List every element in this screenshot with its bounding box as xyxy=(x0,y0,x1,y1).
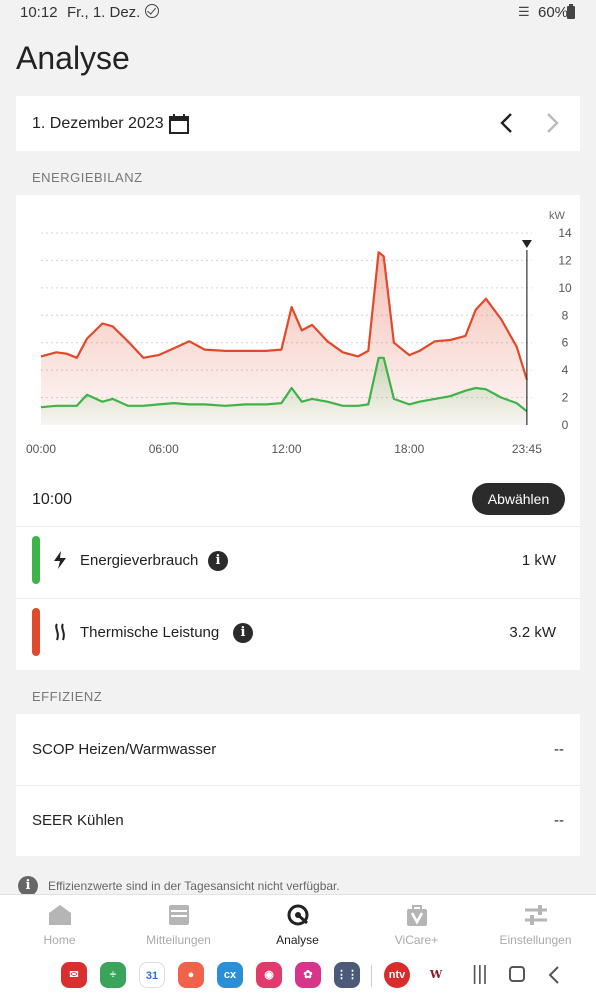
thermal-area xyxy=(41,252,527,425)
x-tick-label: 23:45 xyxy=(512,442,542,456)
seer-value: -- xyxy=(554,812,564,829)
back-button[interactable] xyxy=(548,966,560,984)
info-icon: i xyxy=(18,876,38,896)
thermal-info-icon[interactable]: i xyxy=(233,623,253,643)
check-circle-icon xyxy=(145,4,159,18)
deselect-button[interactable]: Abwählen xyxy=(472,483,565,515)
lightning-icon xyxy=(54,551,66,569)
thermal-label: Thermische Leistung xyxy=(80,624,220,641)
previous-day-button[interactable] xyxy=(496,110,518,136)
sliders-icon xyxy=(525,905,547,925)
inbox-icon xyxy=(169,905,189,925)
y-tick-label: 8 xyxy=(562,308,569,322)
legend-row-consumption: Energieverbrauch i 1 kW xyxy=(16,526,580,598)
status-bar: 10:12 Fr., 1. Dez. ☰ 60% xyxy=(0,0,596,26)
consumption-label: Energieverbrauch xyxy=(80,552,199,569)
dock-divider xyxy=(371,965,372,987)
page-title: Analyse xyxy=(16,40,130,76)
status-time: 10:12 xyxy=(20,4,58,21)
y-tick-label: 0 xyxy=(562,418,569,432)
thermal-color-bar xyxy=(32,608,40,656)
nav-home[interactable]: Home xyxy=(0,895,119,955)
section-efficiency: EFFIZIENZ xyxy=(32,689,103,704)
nav-analysis-label: Analyse xyxy=(276,933,319,947)
nav-analysis[interactable]: Analyse xyxy=(238,895,357,955)
contacts-app-icon[interactable]: ● xyxy=(178,962,204,988)
efficiency-row-seer: SEER Kühlen -- xyxy=(16,785,580,856)
selected-date[interactable]: 1. Dezember 2023 xyxy=(32,115,164,132)
consumption-series-line xyxy=(40,356,528,413)
wifi-icon: ☰ xyxy=(518,4,530,19)
section-energy-balance: ENERGIEBILANZ xyxy=(32,170,143,185)
home-icon xyxy=(49,905,71,925)
y-tick-label: 4 xyxy=(562,363,569,377)
efficiency-row-scop: SCOP Heizen/Warmwasser -- xyxy=(16,714,580,785)
vicare-bag-icon xyxy=(407,905,427,926)
consumption-value: 1 kW xyxy=(521,552,556,569)
legend-row-thermal: Thermische Leistung i 3.2 kW xyxy=(16,598,580,670)
energy-chart-card: kW 0 2 4 6 8 10 12 14 00:00 06:00 12:00 18:00 23:45 1… xyxy=(16,195,580,670)
wnews-app-icon[interactable]: W xyxy=(423,962,449,988)
heat-waves-icon xyxy=(55,623,65,641)
y-tick-label: 12 xyxy=(558,253,572,267)
nav-vicare[interactable]: ViCare+ xyxy=(357,895,476,955)
divider xyxy=(16,526,580,527)
energy-chart[interactable]: kW 0 2 4 6 8 10 12 14 00:00 06:00 12:00 18:00 23:45 xyxy=(16,195,580,470)
date-picker: 1. Dezember 2023 xyxy=(16,96,580,151)
consumption-color-bar xyxy=(32,536,40,584)
chart-cursor-marker xyxy=(521,240,532,248)
battery-icon xyxy=(567,4,575,19)
cx-app-icon[interactable]: cx xyxy=(217,962,243,988)
calculator-app-icon[interactable]: ÷ xyxy=(100,962,126,988)
apps-grid-icon[interactable]: ⋮⋮ xyxy=(334,962,360,988)
nav-vicare-label: ViCare+ xyxy=(394,933,439,947)
efficiency-note: i Effizienzwerte sind in der Tagesansich… xyxy=(18,876,578,896)
scop-value: -- xyxy=(554,741,564,758)
thermal-series-line xyxy=(40,251,528,381)
x-tick-label: 06:00 xyxy=(149,442,179,456)
nav-settings-label: Einstellungen xyxy=(499,933,572,947)
x-tick-label: 18:00 xyxy=(394,442,424,456)
analysis-icon xyxy=(287,904,309,926)
status-date: Fr., 1. Dez. xyxy=(67,4,141,21)
scop-label: SCOP Heizen/Warmwasser xyxy=(32,741,217,758)
thermal-value: 3.2 kW xyxy=(509,624,556,641)
nav-home-label: Home xyxy=(43,933,76,947)
x-tick-label: 12:00 xyxy=(271,442,301,456)
divider xyxy=(16,598,580,599)
consumption-info-icon[interactable]: i xyxy=(208,551,228,571)
nav-messages-label: Mitteilungen xyxy=(146,933,211,947)
efficiency-note-text: Effizienzwerte sind in der Tagesansicht … xyxy=(48,879,340,893)
divider xyxy=(16,785,580,786)
nav-messages[interactable]: Mitteilungen xyxy=(119,895,238,955)
y-tick-label: 6 xyxy=(562,336,569,350)
selected-time: 10:00 xyxy=(32,491,73,508)
y-tick-label: 14 xyxy=(558,226,572,240)
flower-app-icon[interactable]: ✿ xyxy=(295,962,321,988)
ntv-app-icon[interactable]: ntv xyxy=(384,962,410,988)
system-dock: ✉ ÷ 31 ● cx ◉ ✿ ⋮⋮ ntv W ||| xyxy=(0,954,596,998)
next-day-button[interactable] xyxy=(541,110,563,136)
camera-app-icon[interactable]: ◉ xyxy=(256,962,282,988)
y-tick-label: 10 xyxy=(558,281,572,295)
y-axis-unit: kW xyxy=(549,210,566,222)
calendar-icon[interactable] xyxy=(168,113,190,135)
bottom-nav: Home Mitteilungen Analyse ViCare+ xyxy=(0,894,596,954)
efficiency-card: SCOP Heizen/Warmwasser -- SEER Kühlen -- xyxy=(16,714,580,856)
battery-level: 60% xyxy=(538,4,569,21)
nav-settings[interactable]: Einstellungen xyxy=(476,895,595,955)
calendar-app-icon[interactable]: 31 xyxy=(139,962,165,988)
mail-app-icon[interactable]: ✉ xyxy=(61,962,87,988)
x-tick-label: 00:00 xyxy=(26,442,56,456)
consumption-area xyxy=(41,357,527,425)
home-button[interactable] xyxy=(509,966,525,982)
recent-apps-button[interactable]: ||| xyxy=(472,963,488,985)
seer-label: SEER Kühlen xyxy=(32,812,124,829)
y-tick-label: 2 xyxy=(562,391,569,405)
